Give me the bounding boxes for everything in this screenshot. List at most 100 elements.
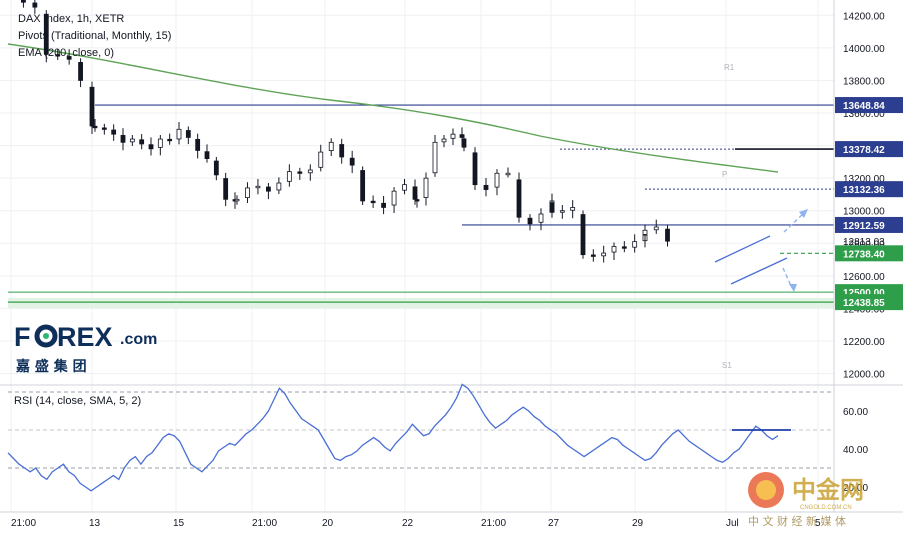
price-tick-label: 12800.00: [843, 239, 885, 250]
candle-body: [441, 138, 447, 143]
trend-channel: [714, 209, 808, 292]
time-tick-label: 13: [89, 518, 101, 529]
candle-body: [621, 246, 627, 249]
symbol-title: DAX Index, 1h, XETR: [18, 13, 124, 25]
candle-body: [642, 229, 648, 235]
candle-body: [32, 2, 38, 8]
time-tick-label: 15: [173, 518, 185, 529]
candle-body: [255, 185, 261, 189]
logo-f: F: [14, 322, 31, 352]
price-tick-label: 13800.00: [843, 76, 885, 87]
price-tick-label: 14000.00: [843, 44, 885, 55]
candle-body: [21, 0, 26, 3]
price-level-badge-label: 12912.59: [843, 221, 885, 232]
price-tick-label: 13600.00: [843, 109, 885, 120]
candle-body: [505, 172, 511, 176]
candle-body: [611, 246, 617, 253]
price-level-text: 12813.03: [843, 237, 885, 248]
price-level-badge: [835, 97, 903, 114]
rsi-axis: 60.00 40.00 20.00: [843, 407, 868, 494]
price-level-badge-label: 13378.42: [843, 145, 885, 156]
cngold-url: CNGOLD.COM.CN: [800, 505, 852, 511]
pivot-s1-label: S1: [722, 361, 732, 370]
candle-body: [472, 152, 478, 186]
candle-body: [360, 170, 366, 202]
candle-body: [92, 125, 98, 129]
candle-body: [307, 169, 313, 174]
price-level-badge-label: 12738.40: [843, 249, 885, 260]
candle-body: [89, 86, 95, 127]
logo-o-icon: [34, 324, 58, 348]
time-tick-label: 21:00: [11, 518, 36, 529]
logo-rex: REX: [57, 322, 113, 352]
candle-body: [204, 151, 210, 160]
candle-body: [601, 252, 607, 257]
time-tick-label: 29: [632, 518, 644, 529]
candle-body: [213, 160, 219, 176]
candle-body: [297, 171, 303, 174]
candle-body: [55, 54, 61, 57]
time-tick-label: 21:00: [481, 518, 506, 529]
candle-body: [276, 182, 282, 191]
candle-body: [483, 184, 489, 190]
candle-body: [538, 213, 544, 223]
candle-body: [195, 138, 201, 151]
candle-body: [412, 186, 418, 200]
candle-body: [665, 228, 670, 242]
candle-body: [66, 56, 72, 60]
candle-body: [590, 254, 596, 257]
price-level-badge: [835, 216, 903, 233]
time-tick-label: Jul: [726, 518, 739, 529]
time-tick-label: 5: [815, 518, 821, 529]
rsi-pane: [7, 383, 834, 492]
level-lines: [8, 104, 834, 303]
candle-body: [157, 138, 163, 148]
pivot-r1-label: R1: [724, 63, 735, 72]
candle-body: [245, 187, 250, 199]
candle-body: [129, 138, 135, 143]
ema-legend: EMA (200, close, 0): [18, 47, 114, 59]
rsi-legend: RSI (14, close, SMA, 5, 2): [14, 395, 141, 407]
support-zone: [8, 298, 834, 308]
candlesticks: [21, 0, 670, 263]
price-tick-label: 13000.00: [843, 207, 885, 218]
price-level-badges: 13648.84 13378.42 13132.36 12912.59 12813.03…: [835, 97, 903, 311]
time-tick-label: 20: [322, 518, 334, 529]
candle-body: [450, 133, 456, 139]
ema-200-line: [7, 43, 779, 173]
candle-body: [632, 241, 638, 248]
candle-body: [148, 144, 154, 150]
candle-body: [339, 144, 345, 158]
candle-body: [328, 141, 334, 152]
arrow-down-icon: [789, 284, 797, 292]
candle-body: [559, 210, 565, 213]
candle-body: [266, 186, 271, 192]
forex-logo: F REX .com 嘉 盛 集 团: [14, 322, 157, 375]
price-level-badge-label: 12500.00: [843, 288, 885, 299]
candle-body: [111, 129, 117, 135]
time-tick-label: 22: [402, 518, 414, 529]
candle-body: [234, 198, 240, 202]
candle-body: [139, 139, 145, 145]
candle-body: [516, 179, 522, 218]
pivot-p-label: P: [722, 170, 727, 179]
candle-body: [318, 151, 324, 168]
price-level-badge-label: 13648.84: [843, 101, 885, 112]
price-tick-label: 12600.00: [843, 272, 885, 283]
rsi-tick-label: 60.00: [843, 407, 868, 418]
price-tick-label: 14200.00: [843, 11, 885, 22]
price-tick-label: 12000.00: [843, 370, 885, 381]
candle-body: [167, 138, 173, 142]
grid-lines: [0, 0, 834, 512]
candle-body: [78, 62, 83, 81]
cngold-watermark: 中金网 CNGOLD.COM.CN 中 文 财 经 新 媒 体: [748, 472, 864, 528]
rsi-line: [7, 383, 779, 492]
candle-body: [402, 184, 407, 191]
cngold-tagline: 中 文 财 经 新 媒 体: [748, 514, 846, 528]
candle-body: [176, 128, 182, 140]
candle-body: [185, 130, 191, 138]
price-level-badge-label: 12438.85: [843, 298, 885, 309]
price-tick-label: 13200.00: [843, 174, 885, 185]
candle-body: [286, 171, 292, 182]
